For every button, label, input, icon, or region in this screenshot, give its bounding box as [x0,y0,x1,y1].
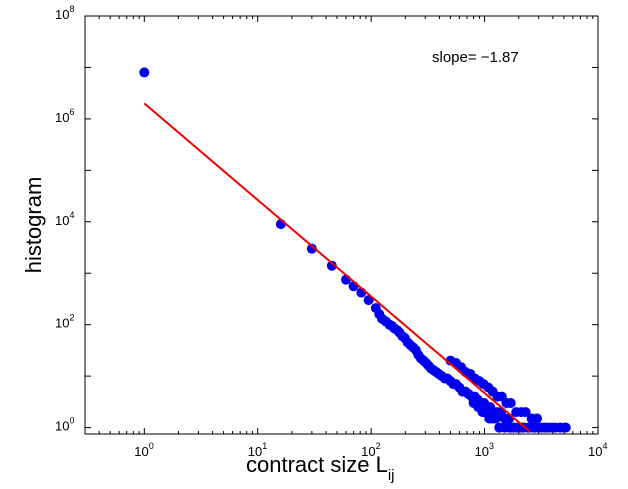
data-point [520,407,531,418]
y-tick-label: 102 [55,313,74,331]
x-tick-label: 102 [361,441,380,459]
data-point [326,260,337,271]
data-point [306,243,317,254]
data-point [559,422,570,433]
data-point [505,398,516,409]
x-tick-label: 100 [134,441,153,459]
data-point [488,413,499,424]
fit-line [143,102,531,433]
x-tick-label: 101 [248,441,267,459]
data-point [532,413,543,424]
plot-frame [84,15,599,435]
slope-annotation: slope= −1.87 [432,49,519,66]
data-point [539,422,550,433]
y-tick-label: 104 [55,210,74,228]
y-tick-label: 106 [55,107,74,125]
y-tick-label: 100 [55,416,74,434]
y-tick-label: 108 [55,4,74,22]
x-axis-label: contract size Lij [246,452,395,484]
x-tick-label: 104 [588,441,607,459]
data-point [139,67,150,78]
data-points [139,67,571,433]
y-axis-label: histogram [21,177,46,274]
x-tick-label: 103 [475,441,494,459]
